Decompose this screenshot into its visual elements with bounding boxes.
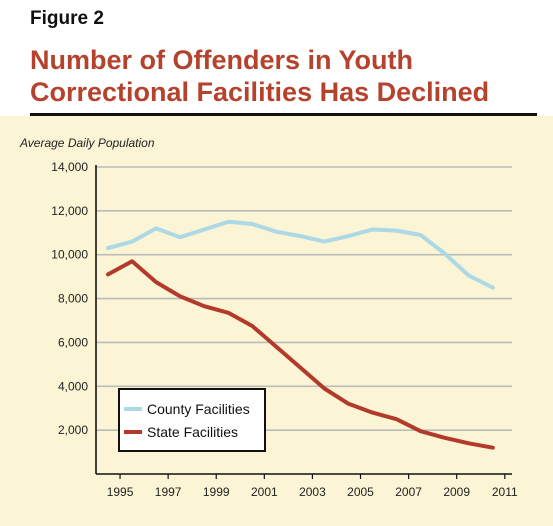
chart-legend: County Facilities State Facilities: [118, 388, 266, 452]
chart-panel: [0, 116, 553, 526]
y-tick-label: 2,000: [58, 423, 88, 437]
x-tick-label: 1997: [155, 485, 182, 499]
x-tick-label: 2009: [443, 485, 470, 499]
y-tick-label: 12,000: [51, 204, 88, 218]
legend-item-county: County Facilities: [124, 400, 250, 418]
x-tick-label: 2007: [395, 485, 422, 499]
y-tick-label: 6,000: [58, 335, 88, 349]
legend-label-state: State Facilities: [147, 424, 239, 440]
legend-label-county: County Facilities: [147, 401, 250, 417]
chart-title-line-1: Number of Offenders in Youth: [30, 45, 414, 75]
legend-swatch-state: [124, 430, 142, 434]
x-tick-label: 2005: [347, 485, 374, 499]
x-tick-label: 1999: [203, 485, 230, 499]
y-tick-label: 14,000: [51, 160, 88, 174]
chart-title-line-2: Correctional Facilities Has Declined: [30, 77, 490, 107]
y-tick-label: 10,000: [51, 248, 88, 262]
x-tick-label: 2011: [492, 485, 518, 499]
state-facilities-line: [106, 259, 495, 450]
legend-swatch-county: [124, 407, 142, 411]
legend-item-state: State Facilities: [124, 423, 238, 441]
y-axis-title: Average Daily Population: [20, 136, 155, 150]
x-tick-label: 2001: [251, 485, 278, 499]
x-tick-label: 1995: [107, 485, 134, 499]
county-facilities-line: [106, 219, 495, 290]
y-tick-label: 4,000: [58, 379, 88, 393]
y-tick-label: 8,000: [58, 292, 88, 306]
chart-title: Number of Offenders in Youth Correctiona…: [30, 44, 540, 108]
title-divider: [30, 113, 537, 116]
figure-label: Figure 2: [30, 8, 104, 29]
x-tick-label: 2003: [299, 485, 326, 499]
